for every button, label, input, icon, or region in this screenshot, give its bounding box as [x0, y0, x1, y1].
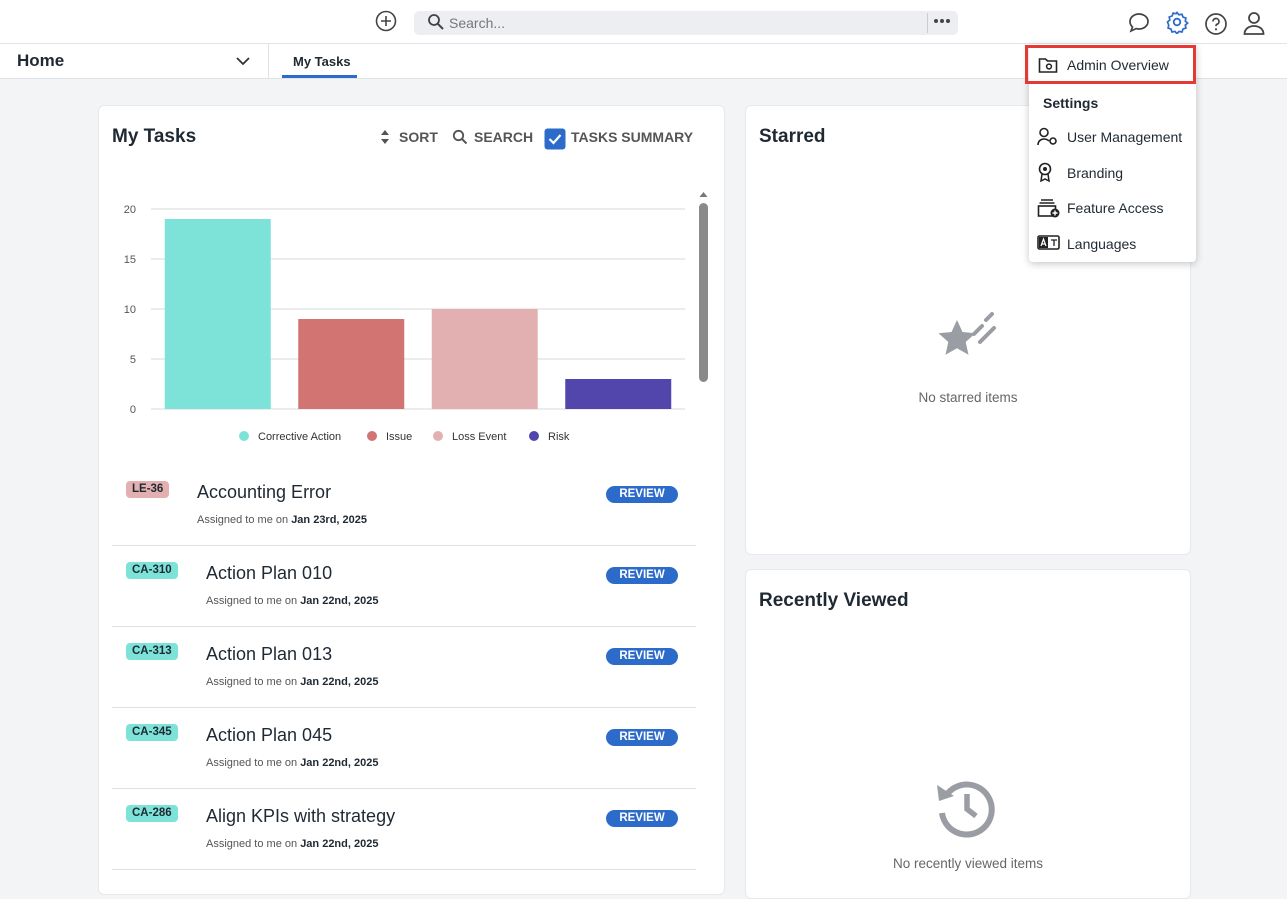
- task-tag: LE-36: [126, 481, 170, 498]
- tab-underline: [282, 75, 357, 78]
- assigned-date: Jan 23rd, 2025: [291, 514, 368, 526]
- languages-icon: [1037, 235, 1060, 250]
- assigned-label: Assigned to me on: [197, 514, 289, 526]
- task-row[interactable]: CA-310 Action Plan 010 Assigned to me on J…: [112, 546, 696, 627]
- task-row[interactable]: CA-313 Action Plan 013 Assigned to me on J…: [112, 627, 696, 708]
- legend-swatch: [239, 431, 249, 441]
- assigned-date: Jan 22nd, 2025: [300, 676, 379, 688]
- menu-item[interactable]: Admin Overview: [1067, 57, 1169, 73]
- checkbox[interactable]: [544, 128, 566, 150]
- scrollbar[interactable]: [697, 188, 710, 388]
- task-row[interactable]: CA-286 Align KPIs with strategy Assigned t…: [112, 789, 696, 870]
- legend-label: Corrective Action: [258, 431, 341, 443]
- assigned-label: Assigned to me on: [206, 838, 298, 850]
- legend-label: Loss Event: [452, 431, 506, 443]
- assigned-label: Assigned to me on: [206, 757, 298, 769]
- card-title: Recently Viewed: [759, 590, 909, 611]
- bar: [164, 219, 271, 409]
- empty-message: No starred items: [918, 390, 1018, 405]
- user-icon[interactable]: [1242, 10, 1266, 36]
- chart: 0 5 10 15 20 Corrective Action Issue Loss Event…: [124, 204, 685, 443]
- search-box[interactable]: [414, 11, 958, 35]
- legend-swatch: [529, 431, 539, 441]
- tab[interactable]: My Tasks: [293, 54, 351, 69]
- sort-button[interactable]: SORT: [399, 129, 438, 145]
- card-title: My Tasks: [112, 126, 197, 147]
- tasks-summary-toggle[interactable]: TASKS SUMMARY: [571, 129, 694, 145]
- add-button[interactable]: [374, 9, 398, 33]
- task-title: Align KPIs with strategy: [206, 806, 396, 826]
- status-badge[interactable]: REVIEW: [606, 810, 678, 827]
- legend-label: Risk: [548, 431, 570, 443]
- task-assigned: Assigned to me on Jan 22nd, 2025: [206, 838, 378, 850]
- chat-icon[interactable]: [1127, 11, 1151, 35]
- home-selector[interactable]: Home: [17, 51, 65, 70]
- task-tag: CA-286: [126, 805, 178, 822]
- task-assigned: Assigned to me on Jan 22nd, 2025: [206, 757, 378, 769]
- empty-message: No recently viewed items: [892, 856, 1044, 871]
- y-tick-label: 15: [124, 254, 136, 266]
- more-button[interactable]: [932, 16, 952, 26]
- menu-item[interactable]: Feature Access: [1067, 200, 1164, 216]
- settings-icon[interactable]: [1165, 10, 1189, 34]
- search-button[interactable]: SEARCH: [474, 129, 534, 145]
- y-tick-label: 10: [124, 304, 136, 316]
- y-tick-label: 20: [124, 204, 136, 216]
- card-title: Starred: [759, 126, 826, 147]
- task-tag: CA-345: [126, 724, 178, 741]
- star-icon: [938, 312, 996, 355]
- task-title: Action Plan 045: [206, 725, 333, 745]
- bar: [431, 309, 538, 409]
- task-tag: CA-310: [126, 562, 178, 579]
- legend-swatch: [367, 431, 377, 441]
- task-assigned: Assigned to me on Jan 23rd, 2025: [197, 514, 367, 526]
- admin-menu: [1029, 44, 1196, 262]
- menu-section: Settings: [1043, 95, 1099, 111]
- branding-icon: [1038, 162, 1052, 182]
- user-management-icon: [1037, 127, 1057, 146]
- sort-icon: [381, 130, 389, 144]
- menu-item[interactable]: Branding: [1067, 165, 1124, 181]
- search-placeholder: Search...: [449, 15, 506, 31]
- task-row[interactable]: CA-345 Action Plan 045 Assigned to me on J…: [112, 708, 696, 789]
- assigned-label: Assigned to me on: [206, 595, 298, 607]
- search-icon: [452, 129, 468, 145]
- highlight-box: [1025, 45, 1196, 84]
- task-title: Accounting Error: [197, 482, 332, 502]
- assigned-date: Jan 22nd, 2025: [300, 595, 379, 607]
- task-tag: CA-313: [126, 643, 178, 660]
- search-icon: [428, 14, 444, 30]
- y-tick-label: 5: [130, 354, 136, 366]
- bar: [565, 379, 672, 409]
- status-badge[interactable]: REVIEW: [606, 567, 678, 584]
- divider: [268, 44, 269, 78]
- task-title: Action Plan 010: [206, 563, 333, 583]
- chevron[interactable]: [235, 55, 251, 67]
- task-assigned: Assigned to me on Jan 22nd, 2025: [206, 595, 378, 607]
- status-badge[interactable]: REVIEW: [606, 648, 678, 665]
- task-row[interactable]: LE-36 Accounting Error Assigned to me on J…: [112, 465, 696, 546]
- help-icon[interactable]: [1204, 12, 1228, 36]
- status-badge[interactable]: REVIEW: [606, 486, 678, 503]
- assigned-label: Assigned to me on: [206, 676, 298, 688]
- assigned-date: Jan 22nd, 2025: [300, 757, 379, 769]
- task-assigned: Assigned to me on Jan 22nd, 2025: [206, 676, 378, 688]
- feature-access-icon: [1037, 199, 1060, 218]
- legend-label: Issue: [386, 431, 412, 443]
- y-tick-label: 0: [130, 404, 136, 416]
- admin-icon: [1038, 58, 1058, 73]
- task-title: Action Plan 013: [206, 644, 333, 664]
- status-badge[interactable]: REVIEW: [606, 729, 678, 746]
- history-icon: [937, 781, 995, 838]
- menu-item[interactable]: User Management: [1067, 129, 1183, 145]
- menu-item[interactable]: Languages: [1067, 236, 1137, 252]
- divider: [927, 13, 928, 33]
- assigned-date: Jan 22nd, 2025: [300, 838, 379, 850]
- bar: [298, 319, 405, 409]
- recently-viewed-card: [745, 569, 1191, 899]
- legend-swatch: [433, 431, 443, 441]
